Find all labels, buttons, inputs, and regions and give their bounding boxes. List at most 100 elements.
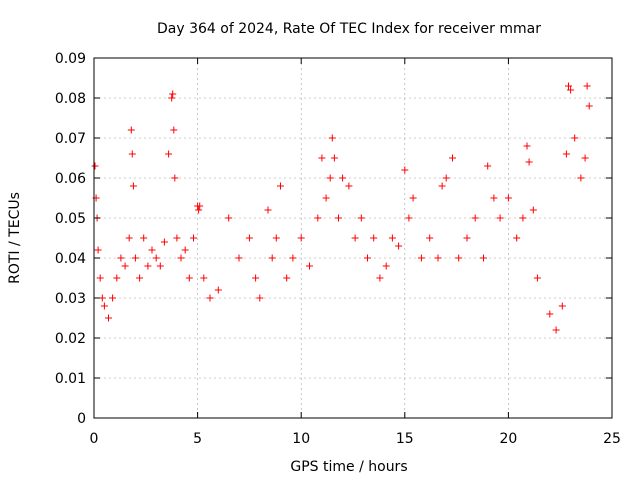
data-point bbox=[434, 254, 442, 262]
data-point bbox=[105, 314, 112, 322]
data-point bbox=[128, 150, 136, 158]
data-point bbox=[426, 234, 434, 242]
data-point bbox=[306, 262, 313, 270]
data-point bbox=[382, 262, 390, 270]
x-tick-label: 10 bbox=[292, 431, 310, 447]
data-point bbox=[200, 274, 208, 282]
data-point bbox=[160, 238, 168, 246]
data-point bbox=[577, 174, 585, 182]
data-point bbox=[314, 214, 322, 222]
data-point bbox=[326, 174, 334, 182]
data-point bbox=[235, 254, 243, 262]
data-point bbox=[562, 150, 570, 158]
data-point bbox=[277, 182, 284, 190]
data-point bbox=[127, 126, 135, 134]
data-point bbox=[272, 234, 280, 242]
data-point bbox=[357, 214, 365, 222]
x-tick-label: 15 bbox=[396, 431, 414, 447]
data-point bbox=[490, 194, 498, 202]
x-axis-title: GPS time / hours bbox=[290, 459, 407, 475]
data-point bbox=[185, 274, 193, 282]
data-point bbox=[364, 254, 371, 262]
data-point bbox=[113, 274, 121, 282]
data-point bbox=[322, 194, 330, 202]
data-point bbox=[136, 274, 144, 282]
data-point bbox=[165, 150, 173, 158]
y-tick-label: 0.06 bbox=[55, 171, 86, 187]
data-point bbox=[335, 214, 342, 222]
data-point bbox=[417, 254, 425, 262]
data-point bbox=[129, 182, 137, 190]
data-point bbox=[196, 202, 204, 210]
data-point bbox=[181, 246, 189, 254]
data-point bbox=[144, 262, 152, 270]
data-point bbox=[519, 214, 527, 222]
data-point bbox=[170, 126, 178, 134]
data-point bbox=[388, 234, 396, 242]
data-point bbox=[395, 242, 403, 250]
data-point bbox=[125, 234, 133, 242]
data-point bbox=[121, 262, 129, 270]
y-tick-label: 0.03 bbox=[55, 291, 86, 307]
data-point bbox=[152, 254, 160, 262]
y-axis-title: ROTI / TECUs bbox=[7, 192, 23, 284]
data-point bbox=[496, 214, 504, 222]
data-point bbox=[264, 206, 272, 214]
data-point bbox=[463, 234, 471, 242]
data-point bbox=[565, 82, 572, 90]
x-tick-label: 20 bbox=[499, 431, 517, 447]
x-tick-label: 0 bbox=[90, 431, 99, 447]
data-point bbox=[546, 310, 554, 318]
data-point bbox=[173, 234, 181, 242]
data-point bbox=[131, 254, 139, 262]
data-point bbox=[558, 302, 566, 310]
data-point bbox=[585, 102, 593, 110]
y-tick-label: 0.02 bbox=[55, 331, 86, 347]
y-tick-label: 0.09 bbox=[55, 51, 86, 67]
data-point bbox=[405, 214, 413, 222]
data-point bbox=[513, 234, 521, 242]
ticks: 0 0.01 0.02 0.03 0.04 0.05 0.06 0.07 0.08 0.09 0 5 1… bbox=[55, 51, 621, 447]
data-point bbox=[525, 158, 533, 166]
data-point bbox=[504, 194, 512, 202]
data-point bbox=[523, 142, 531, 150]
data-point bbox=[91, 162, 99, 170]
y-tick-label: 0.08 bbox=[55, 91, 86, 107]
data-point bbox=[109, 294, 117, 302]
data-point bbox=[148, 246, 156, 254]
data-point bbox=[480, 254, 487, 262]
data-point bbox=[195, 206, 203, 214]
data-point bbox=[168, 94, 176, 102]
data-point bbox=[289, 254, 297, 262]
data-point bbox=[345, 182, 353, 190]
x-tick-label: 5 bbox=[193, 431, 202, 447]
data-point bbox=[318, 154, 326, 162]
data-point bbox=[94, 246, 102, 254]
y-tick-label: 0.05 bbox=[55, 211, 86, 227]
data-point bbox=[376, 274, 384, 282]
data-point bbox=[471, 214, 479, 222]
data-point bbox=[96, 274, 104, 282]
data-point bbox=[351, 234, 359, 242]
data-point bbox=[401, 166, 409, 174]
data-point bbox=[268, 254, 276, 262]
data-point bbox=[438, 182, 446, 190]
x-tick-label: 25 bbox=[603, 431, 621, 447]
y-tick-label: 0.01 bbox=[55, 371, 86, 387]
y-tick-label: 0.04 bbox=[55, 251, 86, 267]
data-point bbox=[533, 274, 541, 282]
data-point bbox=[449, 154, 456, 162]
data-point bbox=[328, 134, 336, 142]
plot-frame bbox=[93, 57, 613, 419]
data-point bbox=[370, 234, 378, 242]
data-point bbox=[171, 174, 179, 182]
data-point bbox=[552, 326, 560, 334]
data-point bbox=[583, 82, 591, 90]
data-point bbox=[571, 134, 579, 142]
data-point bbox=[140, 234, 148, 242]
data-points bbox=[91, 82, 593, 334]
data-point bbox=[567, 86, 575, 94]
data-point bbox=[455, 254, 463, 262]
data-point bbox=[214, 286, 222, 294]
